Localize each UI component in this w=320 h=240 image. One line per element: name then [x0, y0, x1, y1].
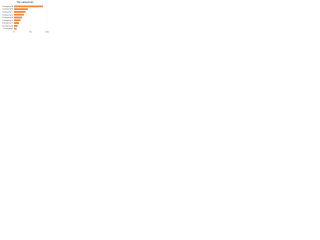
bar — [14, 13, 24, 16]
bar — [14, 5, 44, 8]
y-tick-label: Category B — [2, 8, 13, 11]
y-tick-label: Category H — [2, 24, 13, 27]
x-tick-label: 50 — [29, 31, 32, 33]
bar — [14, 11, 26, 13]
bar — [14, 8, 28, 11]
y-tick-label: Category F — [2, 19, 13, 22]
chart-title: Top categories — [17, 0, 35, 4]
page: {"chart_data": {"type": "bar", "orientat… — [0, 0, 50, 34]
bar — [14, 27, 17, 30]
x-tick-label: 100 — [45, 31, 49, 33]
bar — [14, 16, 22, 19]
bar — [14, 24, 18, 27]
y-tick-label: Category A — [2, 5, 13, 8]
y-tick-label: Category G — [2, 22, 13, 25]
y-tick-label: Category C — [2, 11, 13, 14]
bar — [14, 22, 19, 24]
x-tick-label: 0 — [13, 31, 15, 33]
y-tick-label: Category I — [3, 27, 13, 30]
y-tick-label: Category D — [2, 13, 13, 16]
y-tick-label: Category E — [2, 16, 13, 19]
bar — [14, 19, 21, 22]
